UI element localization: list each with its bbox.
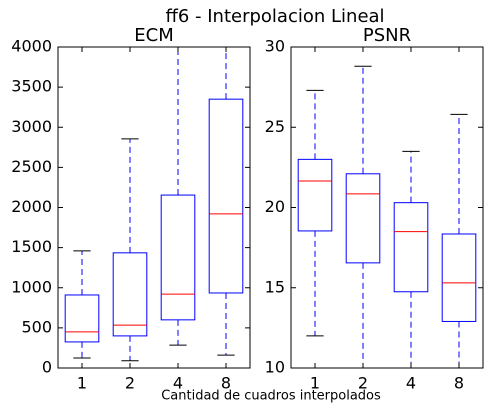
y-tick-label: 500: [21, 317, 52, 336]
x-tick-label: 1: [77, 374, 87, 393]
subplot-title: ECM: [134, 25, 173, 46]
axes-frame: [57, 46, 251, 369]
axes-frame: [290, 46, 484, 369]
y-tick-label: 30: [265, 37, 285, 56]
box: [297, 158, 333, 232]
subplot-title: PSNR: [363, 25, 411, 46]
x-tick-label: 8: [454, 374, 464, 393]
box: [345, 173, 381, 264]
y-tick-label: 20: [265, 197, 285, 216]
box: [393, 202, 429, 293]
plot-area: [64, 47, 244, 362]
box: [208, 98, 244, 294]
y-tick-label: 1000: [11, 277, 52, 296]
figure-title: ff6 - Interpolacion Lineal: [165, 6, 384, 27]
x-tick-label: 8: [221, 374, 231, 393]
y-tick-label: 1500: [11, 237, 52, 256]
x-tick-label: 4: [173, 374, 183, 393]
x-tick-label: 2: [125, 374, 135, 393]
box: [64, 294, 100, 343]
box: [112, 252, 148, 337]
box: [160, 194, 196, 321]
x-tick-label: 4: [406, 374, 416, 393]
x-axis-label: Cantidad de cuadros interpolados: [161, 389, 381, 404]
y-tick-label: 25: [265, 117, 285, 136]
y-tick-label: 4000: [11, 37, 52, 56]
y-tick-label: 0: [42, 358, 52, 377]
y-tick-label: 2000: [11, 197, 52, 216]
y-tick-label: 3000: [11, 117, 52, 136]
x-tick-label: 2: [358, 374, 368, 393]
y-tick-label: 10: [265, 358, 285, 377]
x-tick-label: 1: [310, 374, 320, 393]
y-tick-label: 3500: [11, 77, 52, 96]
box: [441, 233, 477, 322]
y-tick-label: 15: [265, 277, 285, 296]
y-tick-label: 2500: [11, 157, 52, 176]
